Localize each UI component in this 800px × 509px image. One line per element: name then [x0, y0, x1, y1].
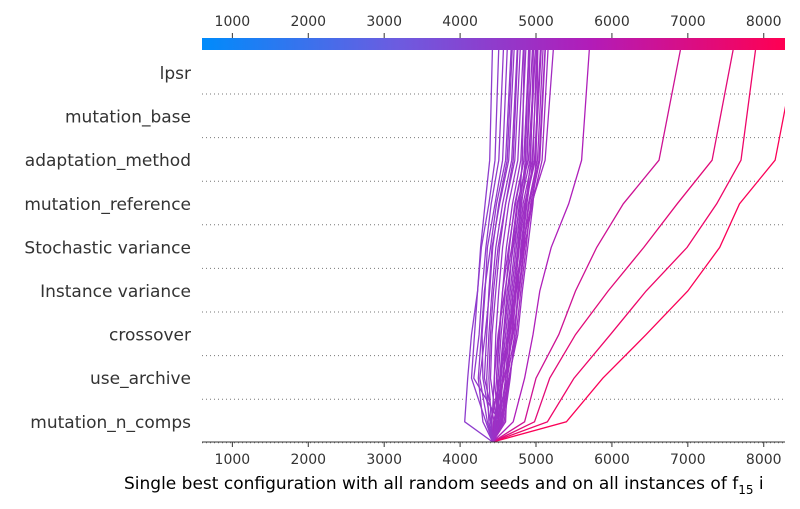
decision-line [492, 49, 590, 442]
decision-line [492, 49, 682, 442]
feature-label: crossover [109, 326, 191, 346]
x-axis-title: Single best configuration with all rando… [124, 474, 764, 497]
decision-line [479, 49, 513, 442]
x-tick-label-top: 8000 [746, 14, 782, 30]
decision-line [492, 49, 525, 442]
decision-line [492, 49, 537, 442]
x-tick-label-top: 3000 [366, 14, 402, 30]
decision-line [492, 105, 785, 442]
x-tick-label-bottom: 5000 [518, 452, 554, 468]
x-tick-label-bottom: 6000 [594, 452, 630, 468]
decision-line [492, 49, 542, 442]
decision-line [492, 49, 536, 442]
decision-line [492, 49, 734, 442]
decision-line [492, 49, 535, 442]
feature-label: mutation_base [65, 108, 191, 128]
decision-line [491, 49, 524, 442]
x-tick-label-bottom: 7000 [670, 452, 706, 468]
decision-line [477, 49, 512, 442]
feature-label: use_archive [90, 369, 191, 389]
decision-line [488, 49, 519, 442]
x-tick-label-bottom: 4000 [442, 452, 478, 468]
feature-label: adaptation_method [25, 151, 191, 171]
x-tick-label-top: 1000 [215, 14, 251, 30]
x-tick-label-bottom: 1000 [215, 452, 251, 468]
colorbar [202, 38, 785, 50]
x-tick-label-bottom: 2000 [290, 452, 326, 468]
feature-label: lpsr [160, 64, 191, 84]
x-tick-label-top: 5000 [518, 14, 554, 30]
feature-label: mutation_n_comps [30, 413, 191, 433]
x-tick-label-bottom: 8000 [746, 452, 782, 468]
decision-line [490, 49, 546, 442]
x-tick-label-top: 2000 [290, 14, 326, 30]
x-tick-label-top: 4000 [442, 14, 478, 30]
x-tick-label-top: 6000 [594, 14, 630, 30]
x-tick-label-top: 7000 [670, 14, 706, 30]
feature-label: Stochastic variance [24, 238, 191, 258]
decision-line [492, 49, 757, 442]
decision-line [492, 49, 539, 442]
feature-label: Instance variance [40, 282, 191, 302]
x-tick-label-bottom: 3000 [366, 452, 402, 468]
decision-line [492, 49, 546, 442]
feature-label: mutation_reference [24, 195, 191, 215]
decision-line [486, 49, 518, 442]
